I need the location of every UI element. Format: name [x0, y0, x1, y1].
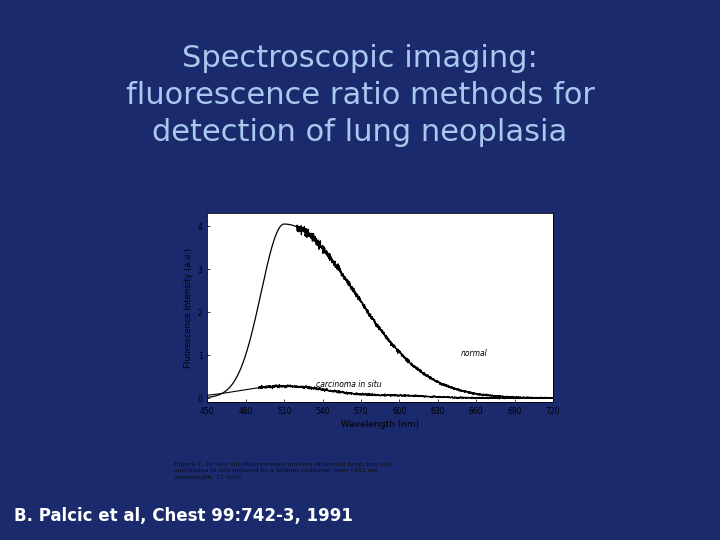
X-axis label: Wavelength (nm): Wavelength (nm): [341, 420, 419, 429]
Text: normal: normal: [461, 349, 487, 359]
Text: B. Palcic et al, Chest 99:742-3, 1991: B. Palcic et al, Chest 99:742-3, 1991: [14, 507, 354, 525]
Text: carcinoma in situ: carcinoma in situ: [316, 380, 382, 389]
Y-axis label: Fluorescence Intensity (a.u.): Fluorescence Intensity (a.u.): [184, 248, 194, 368]
Text: Spectroscopic imaging:
fluorescence ratio methods for
detection of lung neoplasi: Spectroscopic imaging: fluorescence rati…: [125, 44, 595, 147]
Text: Figure 1. In vivo autofluorescence spectra of normal bronchus and
carcinoma in s: Figure 1. In vivo autofluorescence spect…: [174, 462, 392, 480]
